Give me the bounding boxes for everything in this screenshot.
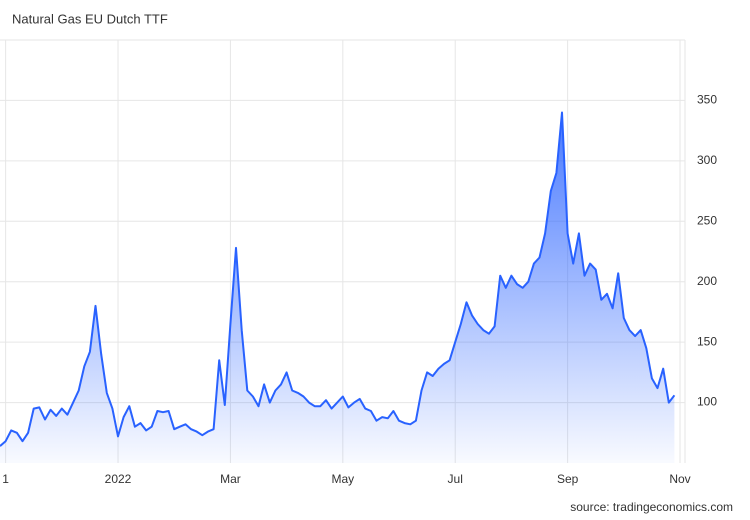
y-tick-label: 300: [697, 153, 717, 167]
y-tick-label: 200: [697, 274, 717, 288]
x-tick-label: May: [331, 472, 354, 486]
x-tick-label: Sep: [557, 472, 579, 486]
source: source: tradingeconomics.com: [570, 500, 733, 514]
y-tick-label: 100: [697, 395, 717, 409]
x-tick-label: 1: [2, 472, 9, 486]
y-tick-label: 250: [697, 213, 717, 227]
x-tick-label: Nov: [669, 472, 690, 486]
x-tick-label: Jul: [448, 472, 463, 486]
x-tick-label: Mar: [220, 472, 241, 486]
chart-title: Natural Gas EU Dutch TTF: [12, 11, 168, 26]
x-tick-label: 2022: [105, 472, 132, 486]
y-tick-label: 350: [697, 93, 717, 107]
y-tick-label: 150: [697, 334, 717, 348]
area-fill: [0, 112, 675, 463]
price-line: [0, 111, 676, 447]
